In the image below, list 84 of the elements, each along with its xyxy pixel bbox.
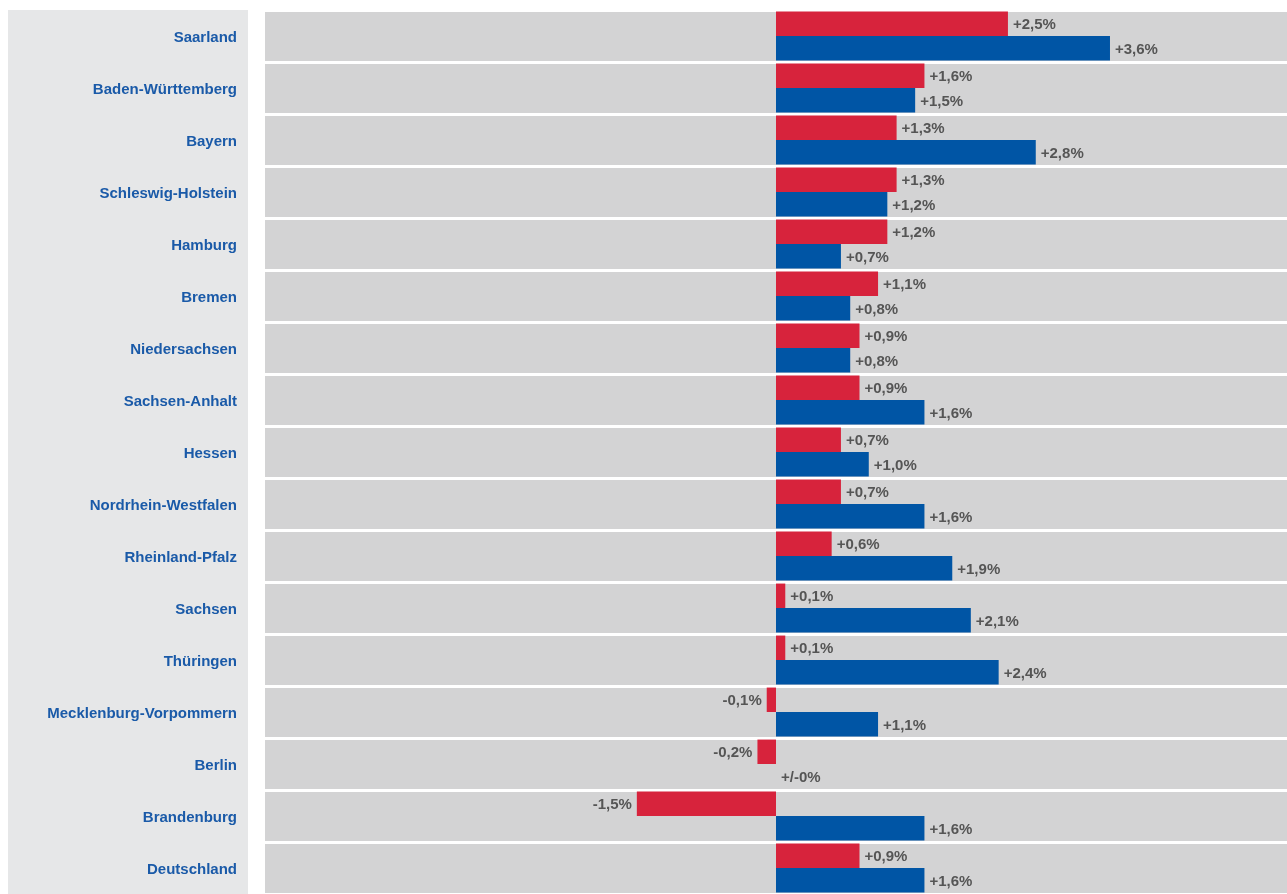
bar	[776, 531, 832, 556]
data-label: +1,0%	[873, 455, 917, 473]
y-tick-label: Thüringen	[163, 651, 237, 669]
data-label: +2,4%	[1003, 663, 1047, 681]
bar	[776, 556, 953, 581]
data-label: +1,3%	[901, 171, 945, 189]
bar	[776, 11, 1008, 36]
bar	[776, 296, 851, 321]
y-tick-label: Rheinland-Pfalz	[124, 547, 237, 565]
data-label: +1,1%	[883, 715, 926, 733]
data-label: +3,6%	[1114, 39, 1158, 57]
bar	[776, 400, 925, 425]
data-label: +1,6%	[929, 403, 973, 421]
data-label: +1,1%	[883, 275, 926, 293]
bar	[776, 479, 841, 504]
y-tick-label: Brandenburg	[142, 807, 237, 825]
y-tick-label: Saarland	[173, 27, 237, 45]
y-tick-label: Baden-Württemberg	[92, 79, 237, 97]
bar	[776, 271, 879, 296]
data-label: +0,8%	[855, 299, 899, 317]
bar	[766, 687, 776, 712]
data-label: +/-0%	[781, 767, 821, 785]
bar	[776, 192, 888, 217]
data-label: +1,6%	[929, 67, 973, 85]
y-tick-label: Sachsen	[175, 599, 237, 617]
bar	[636, 791, 776, 816]
y-tick-label: Bremen	[181, 287, 237, 305]
data-label: +2,8%	[1040, 143, 1084, 161]
bar	[776, 635, 786, 660]
data-label: +1,9%	[957, 559, 1001, 577]
bar	[776, 115, 897, 140]
bar	[776, 608, 971, 633]
y-tick-label: Niedersachsen	[130, 339, 237, 357]
data-label: +0,9%	[864, 379, 908, 397]
y-tick-label: Schleswig-Holstein	[99, 183, 237, 201]
data-label: +1,5%	[920, 91, 964, 109]
data-label: +1,6%	[929, 819, 973, 837]
data-label: +0,7%	[845, 431, 889, 449]
bar	[776, 816, 925, 841]
bar	[776, 375, 860, 400]
data-label: -1,5%	[592, 795, 632, 813]
data-label: +2,5%	[1012, 15, 1056, 33]
bar	[776, 868, 925, 893]
data-label: +1,6%	[929, 507, 973, 525]
y-tick-label: Deutschland	[146, 859, 237, 877]
y-tick-label: Bayern	[186, 131, 237, 149]
data-label: -0,2%	[713, 743, 753, 761]
data-label: +0,1%	[790, 639, 834, 657]
bar	[776, 712, 879, 737]
y-tick-label: Berlin	[194, 755, 237, 773]
bar	[776, 36, 1110, 61]
bar	[776, 140, 1036, 165]
data-label: +0,9%	[864, 327, 908, 345]
bar	[776, 348, 851, 373]
data-label: +0,6%	[836, 535, 880, 553]
bar	[776, 843, 860, 868]
data-label: +1,2%	[892, 223, 936, 241]
data-label: +0,8%	[855, 351, 899, 369]
data-label: +1,3%	[901, 119, 945, 137]
bar	[776, 504, 925, 529]
data-label: +0,9%	[864, 847, 908, 865]
bar	[776, 219, 888, 244]
bar	[757, 739, 776, 764]
data-label: -0,1%	[722, 691, 762, 709]
data-label: +0,7%	[845, 247, 889, 265]
bar	[776, 244, 841, 269]
data-label: +0,7%	[845, 483, 889, 501]
y-tick-label: Nordrhein-Westfalen	[89, 495, 237, 513]
bar	[776, 583, 786, 608]
data-label: +1,6%	[929, 871, 973, 889]
bar	[776, 88, 916, 113]
y-tick-label: Mecklenburg-Vorpommern	[47, 703, 237, 721]
data-label: +1,2%	[892, 195, 936, 213]
bar	[776, 167, 897, 192]
bar	[776, 427, 841, 452]
data-label: +0,1%	[790, 587, 834, 605]
bar	[776, 660, 999, 685]
y-tick-label: Hamburg	[171, 235, 237, 253]
bar	[776, 452, 869, 477]
bar	[776, 63, 925, 88]
bar	[776, 323, 860, 348]
y-tick-label: Sachsen-Anhalt	[123, 391, 237, 409]
data-label: +2,1%	[975, 611, 1019, 629]
y-tick-label: Hessen	[183, 443, 237, 461]
